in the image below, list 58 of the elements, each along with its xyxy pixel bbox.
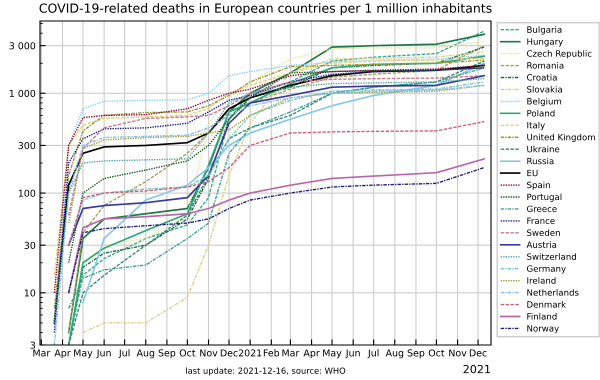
legend-label: Italy [527, 122, 545, 130]
x-tick-label: Nov [449, 349, 466, 356]
y-tick-label: 100 [18, 190, 36, 197]
legend-label: United Kingdom [527, 134, 595, 142]
x-tick-label: Sep [158, 349, 176, 358]
legend-label: Denmark [527, 301, 566, 308]
legend-label: Finland [527, 312, 556, 320]
legend-label: Slovakia [527, 86, 562, 93]
x-tick-label: Jun [96, 349, 111, 358]
x-tick-label: Nov [200, 349, 218, 356]
legend-label: Ireland [527, 277, 556, 284]
legend-label: Portugal [527, 193, 562, 202]
y-tick-label: 300 [18, 142, 36, 150]
legend-label: Switzerland [527, 253, 576, 260]
x-tick-label: Mar [33, 349, 50, 356]
legend-label: Austria [526, 241, 556, 248]
x-tick-label: Oct [180, 349, 196, 356]
x-tick-label: May [323, 349, 342, 358]
legend-label: Spain [527, 182, 550, 190]
x-tick-label: Dec [220, 349, 238, 356]
legend-label: Hungary [527, 38, 564, 46]
legend-label: Bulgaria [527, 26, 562, 34]
x-tick-label: Aug [386, 349, 404, 358]
x-tick-label: 2021 [238, 349, 262, 356]
legend-label: Poland [527, 110, 554, 116]
x-tick-label: Sep [408, 349, 424, 358]
legend-label: Czech Republic [526, 50, 592, 58]
legend-label: Belgium [527, 98, 562, 106]
x-tick-label: Apr [54, 349, 71, 358]
text: last update: 2021-12-16, source: WHO [186, 367, 346, 376]
x-tick-label: Dec [470, 349, 487, 356]
legend-label: Croatia [526, 74, 557, 81]
y-tick-label: 3 [30, 342, 36, 349]
x-tick-label: Jul [367, 349, 378, 358]
y-tick-label: 10 [24, 289, 36, 297]
x-tick-label: Aug [136, 349, 154, 358]
x-tick-label: Jul [118, 349, 130, 358]
legend-label: Sweden [527, 229, 560, 236]
x-tick-label: May [74, 349, 92, 358]
legend-label: Netherlands [527, 289, 579, 296]
legend-label: Germany [526, 265, 566, 274]
y-tick-label: 3 000 [10, 42, 36, 50]
legend-label: EU [527, 170, 538, 176]
legend-label: Norway [527, 325, 559, 334]
legend-label: Greece [526, 206, 557, 212]
legend-label: Russia [527, 158, 554, 164]
x-tick-label: Feb [264, 349, 280, 356]
text: 2021 [464, 364, 490, 374]
y-tick-label: 1 000 [10, 90, 36, 97]
chart-title: COVID-19-related deaths in European countries per 1 million inhabitants [40, 3, 492, 16]
legend-label: Ukraine [527, 146, 560, 152]
legend-label: Romania [527, 62, 564, 69]
x-tick-label: Oct [428, 349, 444, 356]
y-tick-label: 30 [24, 242, 36, 249]
x-tick-label: Jun [345, 349, 360, 358]
x-tick-label: Mar [282, 349, 300, 356]
legend-label: France [527, 218, 555, 224]
x-tick-label: Apr [303, 349, 320, 358]
